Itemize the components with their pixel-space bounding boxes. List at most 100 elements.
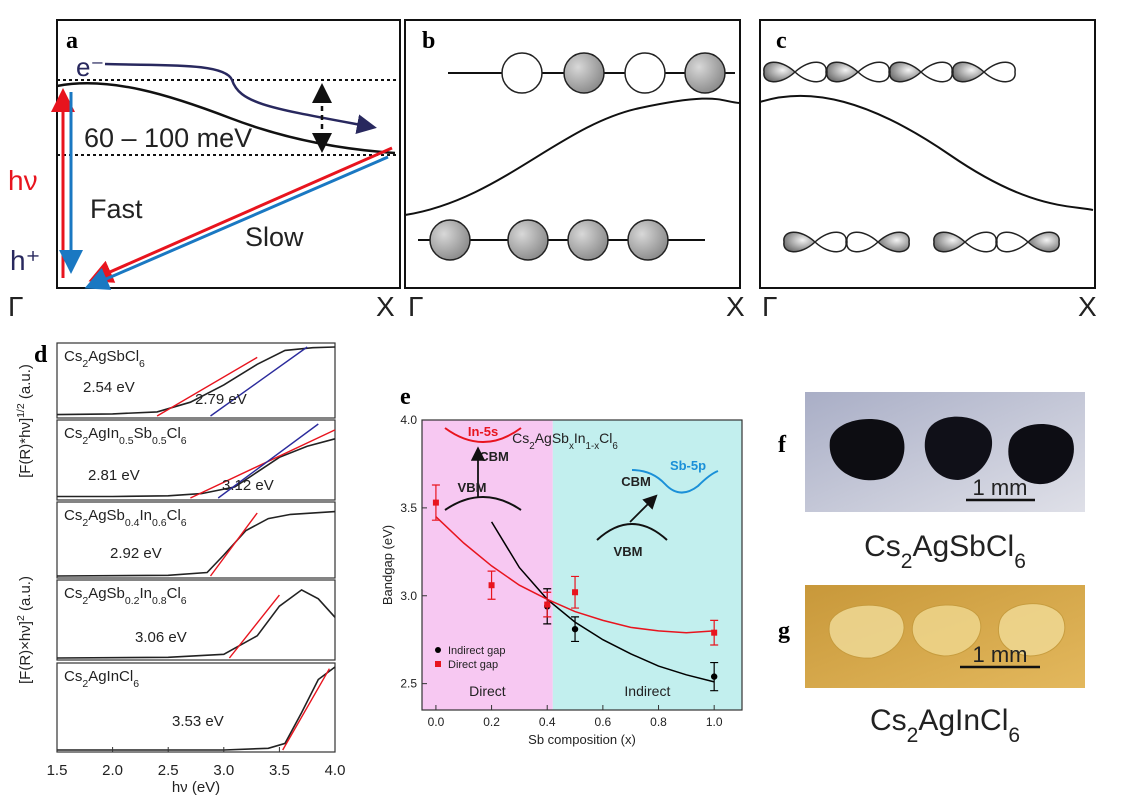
lobe <box>1028 232 1059 252</box>
hole-label: h⁺ <box>10 245 40 276</box>
caption: Cs2AgSbCl6 <box>864 530 1026 573</box>
text-part: AgSb <box>88 585 125 602</box>
gap-label: 3.12 eV <box>222 477 274 494</box>
text-part: Cs <box>64 348 82 365</box>
text-part: 6 <box>139 358 145 370</box>
band-curve <box>760 96 1093 210</box>
x-tick-label: 1.5 <box>47 762 68 779</box>
panel-label: a <box>66 28 78 54</box>
panel-label: c <box>776 28 787 54</box>
point <box>489 582 495 588</box>
frame <box>57 20 400 288</box>
point <box>572 626 578 632</box>
y-tick-label: 4.0 <box>400 413 417 427</box>
atom <box>685 53 725 93</box>
compound-name: Cs2AgIn0.5Sb0.5Cl6 <box>64 425 187 447</box>
spectrum-line <box>283 669 330 750</box>
x-tick-label: 2.0 <box>102 762 123 779</box>
gamma-label: Γ <box>8 291 23 322</box>
text-part: (a.u.) <box>17 364 34 403</box>
atom <box>508 220 548 260</box>
compound-name: Cs2AgSb0.4In0.6Cl6 <box>64 507 187 529</box>
gap-label: 3.06 eV <box>135 629 187 646</box>
text-part: In <box>574 430 586 446</box>
text-part: AgSb <box>535 430 569 446</box>
point <box>711 630 717 636</box>
text-part: Sb <box>134 425 152 442</box>
panel-b: b Γ X <box>405 20 745 322</box>
text-part: AgSbCl <box>912 530 1014 563</box>
text-part: Cs <box>864 530 901 563</box>
orbitals-bottom <box>784 232 1059 252</box>
compound-name: Cs2AgSbCl6 <box>64 348 145 370</box>
lobe <box>784 232 815 252</box>
x-tick-label: 0.2 <box>483 715 500 729</box>
lobe <box>878 232 909 252</box>
panel-f: 1 mm f Cs2AgSbCl6 <box>778 392 1085 573</box>
band-label: In-5s <box>468 424 498 439</box>
text-part: AgInCl <box>88 668 133 685</box>
atom <box>430 220 470 260</box>
text-part: Cl <box>599 430 612 446</box>
band-label: Sb-5p <box>670 458 706 473</box>
gap-label: 3.53 eV <box>172 713 224 730</box>
region-label: Direct <box>469 683 506 699</box>
x-tick-label: 1.0 <box>706 715 723 729</box>
point <box>711 673 717 679</box>
text-part: 6 <box>181 595 187 607</box>
text-part: 1-x <box>586 441 600 452</box>
electron-path <box>105 64 372 127</box>
spectrum-line <box>211 513 258 576</box>
text-part: 6 <box>181 435 187 447</box>
figure: a e⁻ 60 – 100 meV hν Fast h⁺ Slow Γ X b … <box>0 0 1135 796</box>
text-part: 6 <box>181 517 187 529</box>
text-part: Cl <box>167 507 181 524</box>
panel-label: b <box>422 28 435 54</box>
lobe <box>965 232 996 252</box>
x-label: X <box>376 291 395 322</box>
x-axis-label: Sb composition (x) <box>528 732 636 747</box>
text-part: Cs <box>64 425 82 442</box>
text-part: 6 <box>133 678 139 690</box>
x-tick-label: 0.6 <box>595 715 612 729</box>
text-part: Cl <box>167 585 181 602</box>
atom <box>625 53 665 93</box>
text-part: AgIn <box>88 425 119 442</box>
text-part: 6 <box>1008 724 1020 747</box>
gap-label: 2.54 eV <box>83 379 135 396</box>
point <box>433 500 439 506</box>
atom <box>568 220 608 260</box>
text-part: 6 <box>1014 550 1026 573</box>
gap-label: 2.92 eV <box>110 545 162 562</box>
point <box>544 602 550 608</box>
x-label: X <box>726 291 745 322</box>
legend-marker <box>435 661 441 667</box>
lobe <box>890 62 921 82</box>
cbm-label: CBM <box>479 449 509 464</box>
region-label: Indirect <box>624 683 670 699</box>
panel-label: d <box>34 342 48 368</box>
atom <box>564 53 604 93</box>
text-part: Cs <box>64 585 82 602</box>
y-tick-label: 3.5 <box>400 501 417 515</box>
y-tick-label: 2.5 <box>400 677 417 691</box>
text-part: 6 <box>612 441 618 452</box>
text-part: In <box>140 585 153 602</box>
cbm-label: CBM <box>621 474 651 489</box>
text-part: Cs <box>870 704 907 737</box>
panel-label: f <box>778 432 787 458</box>
x-tick-label: 2.5 <box>158 762 179 779</box>
legend-label: Direct gap <box>448 659 498 671</box>
text-part: 1/2 <box>15 403 27 418</box>
text-part: 0.8 <box>152 595 167 607</box>
vbm-label: VBM <box>458 480 487 495</box>
lobe <box>795 62 826 82</box>
lobe <box>921 62 952 82</box>
x-tick-label: 4.0 <box>325 762 346 779</box>
caption: Cs2AgInCl6 <box>870 704 1020 747</box>
panel-label: e <box>400 384 411 410</box>
lobe <box>953 62 984 82</box>
atom <box>502 53 542 93</box>
text-part: 0.4 <box>125 517 140 529</box>
text-part: 2 <box>907 724 919 747</box>
